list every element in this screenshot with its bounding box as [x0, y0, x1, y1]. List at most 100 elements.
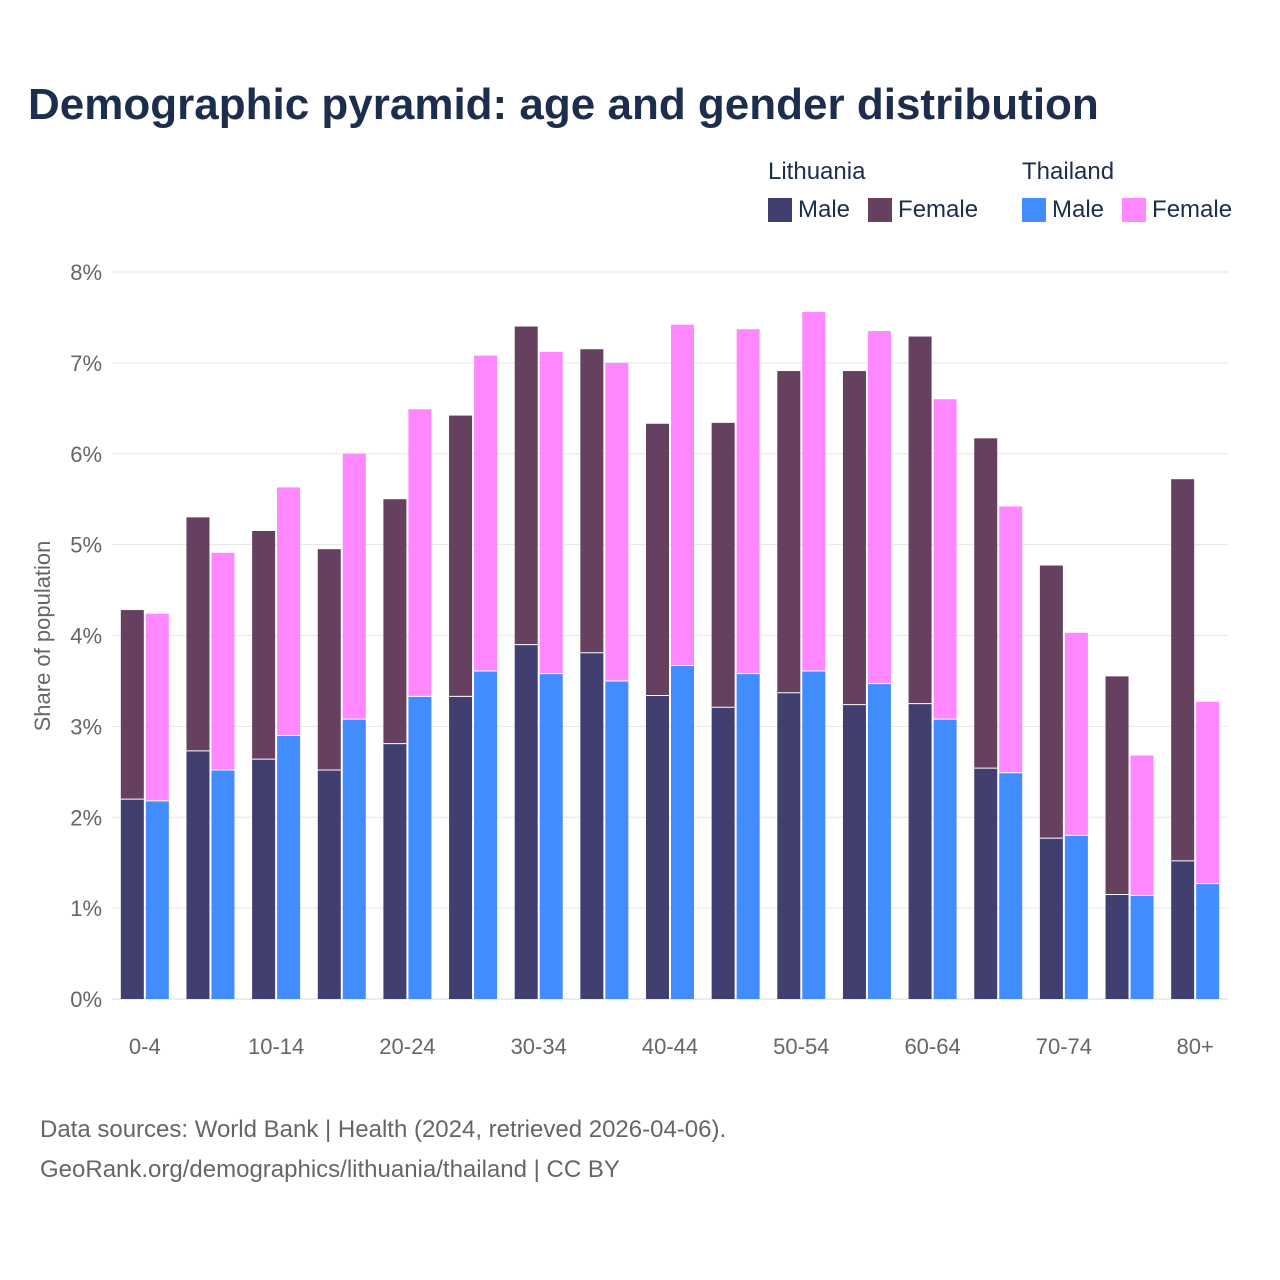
- y-axis-ticks: 0% 1% 2% 3% 4% 5% 6% 7% 8%: [70, 260, 102, 1012]
- bar-lithuania-male-15-19[interactable]: [317, 769, 341, 999]
- legend-swatch-lithuania-female: [868, 198, 893, 222]
- legend-item-lithuania-male[interactable]: Male: [768, 196, 850, 224]
- x-tick-label: 80+: [1177, 1034, 1214, 1059]
- bar-thailand-male-70-74[interactable]: [1064, 835, 1088, 999]
- bar-lithuania-female-50-54[interactable]: [777, 371, 801, 693]
- bar-lithuania-male-65-69[interactable]: [974, 768, 998, 999]
- bar-thailand-female-25-29[interactable]: [474, 355, 498, 671]
- chart-title: Demographic pyramid: age and gender dist…: [28, 80, 1099, 129]
- bar-lithuania-male-45-49[interactable]: [711, 707, 735, 999]
- bar-lithuania-male-60-64[interactable]: [908, 703, 932, 999]
- bar-lithuania-female-70-74[interactable]: [1039, 565, 1063, 839]
- x-tick-label: 50-54: [773, 1034, 829, 1059]
- bar-thailand-male-5-9[interactable]: [211, 769, 235, 999]
- bar-lithuania-female-35-39[interactable]: [580, 349, 604, 653]
- bar-thailand-male-50-54[interactable]: [802, 670, 826, 999]
- y-tick-label: 3%: [70, 714, 102, 739]
- y-tick-label: 7%: [70, 351, 102, 376]
- bar-lithuania-male-0-4[interactable]: [120, 799, 144, 999]
- x-axis-ticks: 0-4 10-14 20-24 30-34 40-44 50-54 60-64 70-74 80…: [129, 1034, 1214, 1059]
- bar-lithuania-female-0-4[interactable]: [120, 610, 144, 800]
- y-tick-label: 4%: [70, 624, 102, 649]
- bar-lithuania-male-5-9[interactable]: [186, 750, 210, 999]
- x-tick-label: 40-44: [642, 1034, 698, 1059]
- bar-thailand-male-30-34[interactable]: [539, 673, 563, 999]
- bar-thailand-male-55-59[interactable]: [867, 683, 891, 999]
- legend-item-thailand-female[interactable]: Female: [1122, 196, 1232, 224]
- bar-lithuania-male-70-74[interactable]: [1039, 838, 1063, 999]
- bar-lithuania-female-25-29[interactable]: [449, 415, 473, 697]
- bar-lithuania-male-80+[interactable]: [1171, 860, 1195, 999]
- y-tick-label: 5%: [70, 533, 102, 558]
- bar-thailand-female-30-34[interactable]: [539, 351, 563, 674]
- bar-thailand-female-55-59[interactable]: [867, 331, 891, 684]
- bar-lithuania-male-10-14[interactable]: [252, 759, 276, 999]
- legend-group-title: Thailand: [1022, 158, 1115, 185]
- x-tick-label: 0-4: [129, 1034, 161, 1059]
- bar-thailand-female-60-64[interactable]: [933, 399, 957, 720]
- bar-thailand-male-60-64[interactable]: [933, 719, 957, 999]
- bar-thailand-female-75-79[interactable]: [1130, 755, 1154, 896]
- bar-thailand-female-5-9[interactable]: [211, 552, 235, 770]
- bar-lithuania-female-55-59[interactable]: [842, 371, 866, 705]
- bar-thailand-female-45-49[interactable]: [736, 329, 760, 674]
- bar-thailand-male-75-79[interactable]: [1130, 895, 1154, 999]
- bar-lithuania-female-65-69[interactable]: [974, 438, 998, 769]
- source-line: Data sources: World Bank | Health (2024,…: [40, 1116, 727, 1143]
- bar-lithuania-male-40-44[interactable]: [646, 695, 669, 999]
- x-tick-label: 60-64: [904, 1034, 960, 1059]
- y-tick-label: 1%: [70, 896, 102, 921]
- bar-lithuania-female-15-19[interactable]: [317, 549, 341, 770]
- bar-thailand-male-20-24[interactable]: [408, 696, 432, 999]
- bar-thailand-male-40-44[interactable]: [671, 665, 694, 999]
- legend-swatch-thailand-female: [1122, 198, 1147, 222]
- bar-thailand-male-65-69[interactable]: [999, 772, 1023, 999]
- y-tick-label: 6%: [70, 442, 102, 467]
- y-tick-label: 8%: [70, 260, 102, 285]
- bar-lithuania-male-55-59[interactable]: [842, 704, 866, 999]
- bar-thailand-male-35-39[interactable]: [605, 680, 629, 999]
- legend-label: Female: [898, 196, 979, 223]
- bar-thailand-female-20-24[interactable]: [408, 409, 432, 697]
- bar-lithuania-female-20-24[interactable]: [383, 499, 407, 744]
- bar-thailand-female-35-39[interactable]: [605, 362, 629, 681]
- bar-thailand-male-0-4[interactable]: [145, 800, 169, 999]
- bars: [120, 311, 1220, 999]
- bar-thailand-male-80+[interactable]: [1196, 883, 1220, 999]
- bar-thailand-male-10-14[interactable]: [277, 735, 301, 999]
- source-link[interactable]: GeoRank.org/demographics/lithuania/thail…: [40, 1156, 620, 1183]
- bar-lithuania-male-25-29[interactable]: [449, 696, 473, 999]
- bar-lithuania-male-35-39[interactable]: [580, 652, 604, 999]
- legend-group-title: Lithuania: [768, 158, 866, 185]
- bar-lithuania-female-60-64[interactable]: [908, 336, 932, 704]
- y-tick-label: 0%: [70, 987, 102, 1012]
- bar-lithuania-female-80+[interactable]: [1171, 479, 1195, 861]
- legend-item-lithuania-female[interactable]: Female: [868, 196, 978, 224]
- bar-thailand-female-65-69[interactable]: [999, 506, 1023, 773]
- bar-thailand-female-15-19[interactable]: [342, 453, 366, 720]
- bar-lithuania-female-30-34[interactable]: [514, 326, 538, 645]
- bar-thailand-female-70-74[interactable]: [1064, 632, 1088, 836]
- bar-lithuania-female-5-9[interactable]: [186, 517, 210, 751]
- bar-thailand-male-25-29[interactable]: [474, 670, 498, 999]
- bar-thailand-female-50-54[interactable]: [802, 311, 826, 671]
- bar-lithuania-male-30-34[interactable]: [514, 644, 538, 999]
- bar-thailand-male-15-19[interactable]: [342, 719, 366, 999]
- legend-label: Male: [798, 196, 851, 223]
- bar-thailand-female-80+[interactable]: [1196, 701, 1220, 884]
- bar-lithuania-male-75-79[interactable]: [1105, 894, 1129, 999]
- bar-thailand-female-0-4[interactable]: [145, 613, 169, 801]
- legend-swatch-lithuania-male: [768, 198, 792, 222]
- legend-item-thailand-male[interactable]: Male: [1022, 196, 1104, 224]
- bar-thailand-female-10-14[interactable]: [277, 487, 301, 736]
- bar-lithuania-female-45-49[interactable]: [711, 422, 735, 708]
- bar-lithuania-female-75-79[interactable]: [1105, 676, 1129, 895]
- bar-lithuania-male-20-24[interactable]: [383, 743, 407, 999]
- bar-thailand-female-40-44[interactable]: [671, 324, 694, 666]
- bar-thailand-male-45-49[interactable]: [736, 673, 760, 999]
- legend-group-lithuania: Lithuania Male Female: [768, 158, 978, 224]
- bar-lithuania-male-50-54[interactable]: [777, 692, 801, 999]
- bar-lithuania-female-10-14[interactable]: [252, 530, 276, 760]
- bar-lithuania-female-40-44[interactable]: [646, 423, 669, 696]
